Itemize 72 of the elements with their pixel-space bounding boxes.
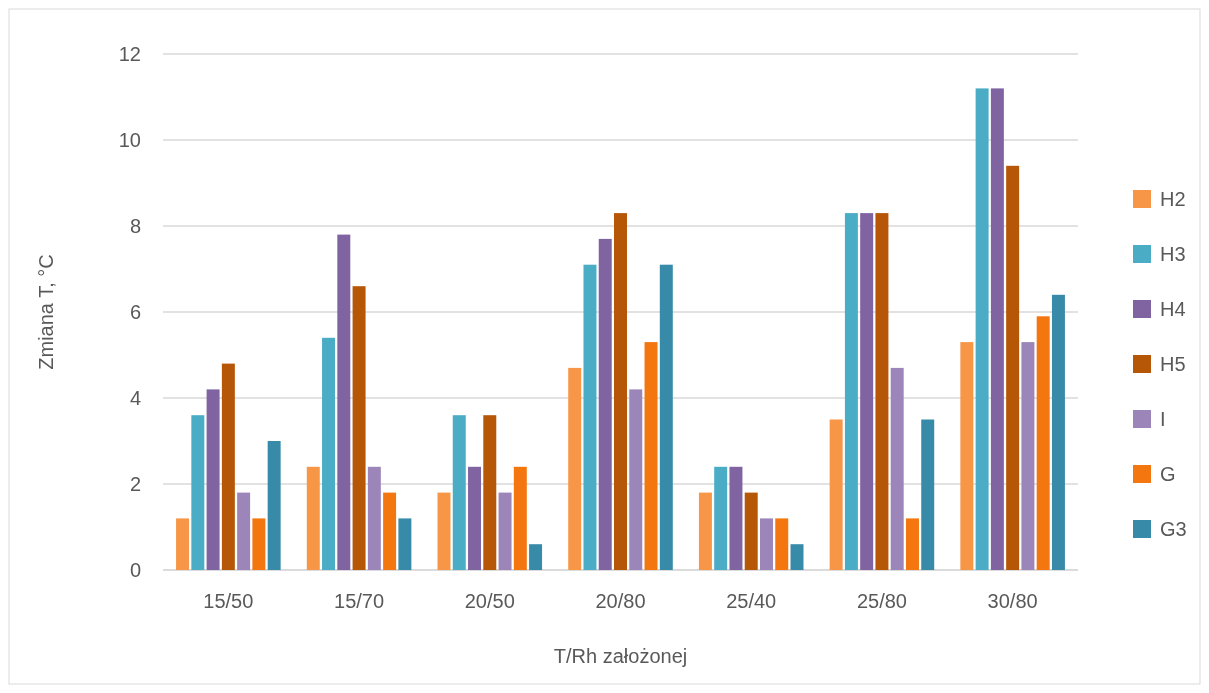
- bar: [698, 492, 712, 570]
- bar: [1006, 165, 1020, 570]
- bar: [176, 518, 190, 570]
- x-tick-label: 20/50: [464, 590, 515, 612]
- x-tick-label: 15/50: [203, 590, 254, 612]
- legend-label: G3: [1160, 518, 1187, 540]
- y-tick-label: 12: [118, 43, 141, 65]
- bar: [890, 367, 904, 570]
- bar: [267, 441, 281, 570]
- y-tick-label: 2: [129, 473, 141, 495]
- legend-label: G: [1160, 463, 1176, 485]
- bar: [529, 544, 543, 570]
- legend-label: H5: [1160, 353, 1186, 375]
- bar: [206, 389, 220, 570]
- bar: [583, 264, 597, 570]
- x-tick-label: 15/70: [334, 590, 385, 612]
- bar: [829, 419, 843, 570]
- x-axis-title: T/Rh założonej: [553, 645, 688, 667]
- bar: [975, 88, 989, 570]
- bar: [383, 492, 397, 570]
- legend-label: I: [1160, 408, 1166, 430]
- bar: [1051, 294, 1065, 570]
- bar: [729, 466, 743, 570]
- y-tick-label: 8: [129, 215, 141, 237]
- bar: [252, 518, 266, 570]
- bar: [437, 492, 451, 570]
- bar: [483, 415, 497, 570]
- y-axis-title: Zmiana T, °C: [35, 254, 57, 370]
- bar: [644, 342, 658, 570]
- bar: [191, 415, 205, 570]
- legend-label: H4: [1160, 298, 1186, 320]
- bar: [221, 363, 235, 570]
- bar: [790, 544, 804, 570]
- bar: [990, 88, 1004, 570]
- bar: [659, 264, 673, 570]
- bar: [498, 492, 512, 570]
- bar: [629, 389, 643, 570]
- bar: [759, 518, 773, 570]
- bar: [744, 492, 758, 570]
- x-tick-label: 30/80: [987, 590, 1038, 612]
- bar: [960, 342, 974, 570]
- legend-label: H2: [1160, 188, 1186, 210]
- x-tick-label: 25/80: [856, 590, 907, 612]
- bar: [452, 415, 466, 570]
- x-tick-label: 20/80: [595, 590, 646, 612]
- bar: [614, 213, 627, 570]
- legend-label: H3: [1160, 243, 1186, 265]
- bar: [1021, 342, 1035, 570]
- bar: [352, 286, 366, 570]
- y-tick-label: 10: [118, 129, 141, 151]
- bar: [468, 466, 482, 570]
- y-tick-label: 4: [129, 387, 141, 409]
- bar: [860, 213, 874, 570]
- y-tick-label: 0: [129, 559, 141, 581]
- bar: [237, 492, 251, 570]
- bar: [598, 238, 612, 570]
- x-tick-label: 25/40: [726, 590, 777, 612]
- bar: [844, 213, 858, 570]
- bar: [337, 234, 351, 570]
- bar: [568, 367, 582, 570]
- bar: [306, 466, 320, 570]
- bar: [367, 466, 381, 570]
- bar: [921, 419, 935, 570]
- bar: [875, 213, 889, 570]
- bar: [905, 518, 919, 570]
- bar: [714, 466, 728, 570]
- bar: [513, 466, 527, 570]
- y-tick-label: 6: [129, 301, 141, 323]
- bar: [1036, 316, 1050, 570]
- bar: [322, 337, 336, 570]
- bar: [398, 518, 412, 570]
- bar: [775, 518, 789, 570]
